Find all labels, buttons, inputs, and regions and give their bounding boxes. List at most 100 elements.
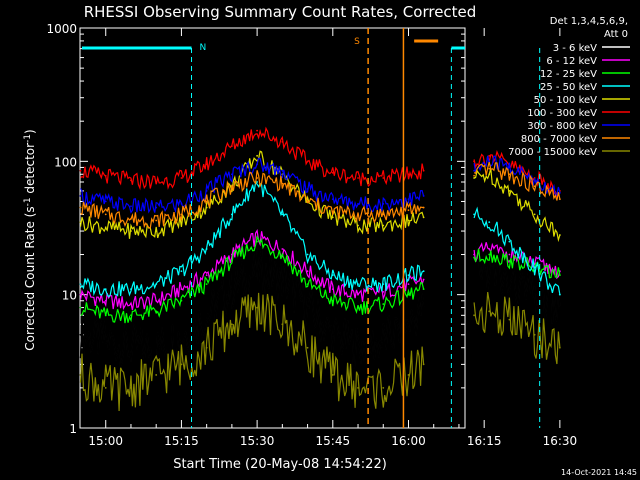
data-point bbox=[357, 213, 359, 216]
data-point bbox=[488, 270, 491, 273]
data-point bbox=[130, 179, 132, 182]
data-point bbox=[306, 188, 309, 190]
data-point bbox=[180, 288, 183, 291]
data-point bbox=[382, 177, 385, 179]
data-point bbox=[281, 140, 284, 143]
y-tick-label: 100 bbox=[54, 155, 77, 169]
data-point bbox=[382, 283, 385, 286]
x-tick-label: 15:15 bbox=[164, 434, 199, 448]
data-point bbox=[230, 323, 233, 326]
data-point bbox=[473, 314, 475, 317]
data-point bbox=[357, 386, 359, 389]
data-point bbox=[407, 274, 410, 277]
series-line-black bbox=[79, 248, 425, 369]
data-point bbox=[306, 200, 309, 203]
data-point bbox=[104, 340, 107, 342]
data-point bbox=[230, 173, 233, 176]
data-point bbox=[508, 259, 511, 262]
data-point bbox=[382, 290, 385, 293]
x-axis-label: Start Time (20-May-08 14:54:22) bbox=[173, 457, 387, 472]
data-point bbox=[422, 169, 425, 172]
series-line bbox=[473, 206, 561, 295]
data-point bbox=[79, 195, 82, 197]
data-point bbox=[155, 299, 158, 302]
data-point bbox=[281, 323, 284, 326]
data-point bbox=[488, 167, 491, 170]
data-point bbox=[382, 386, 385, 389]
series-line bbox=[473, 168, 561, 243]
data-point bbox=[130, 218, 132, 220]
plot-frame bbox=[79, 27, 466, 429]
y-tick-label: 1 bbox=[69, 422, 77, 436]
data-point bbox=[357, 306, 359, 309]
data-point bbox=[473, 160, 475, 163]
x-tick-label: 16:30 bbox=[543, 434, 578, 448]
data-point bbox=[104, 386, 107, 389]
legend-label: 25 - 50 keV bbox=[540, 82, 597, 93]
data-point bbox=[331, 171, 334, 174]
data-point bbox=[205, 190, 208, 192]
data-point bbox=[155, 310, 158, 313]
data-point bbox=[180, 177, 183, 179]
data-point bbox=[331, 210, 334, 213]
data-point bbox=[256, 177, 259, 179]
data-point bbox=[488, 253, 491, 256]
x-tick-label: 15:00 bbox=[88, 434, 123, 448]
data-point bbox=[407, 219, 410, 222]
data-point bbox=[357, 283, 359, 286]
data-point bbox=[155, 181, 158, 183]
data-point bbox=[230, 185, 233, 188]
data-point bbox=[104, 314, 107, 317]
y-axis-label: Corrected Count Rate (s-1 detector-1) bbox=[23, 129, 37, 350]
series-4 bbox=[79, 150, 561, 243]
data-point bbox=[331, 374, 334, 376]
data-point bbox=[488, 173, 491, 176]
data-point bbox=[230, 145, 233, 148]
data-point bbox=[256, 154, 259, 157]
series-line bbox=[79, 150, 425, 239]
legend: Det 1,3,4,5,6,9, Att 0 3 - 6 keV 6 - 12 keV… bbox=[508, 16, 630, 158]
data-point bbox=[508, 166, 511, 169]
y-axis-label-sup2: -1 bbox=[23, 134, 33, 143]
data-point bbox=[130, 303, 132, 305]
data-point bbox=[331, 299, 334, 302]
data-point bbox=[473, 256, 475, 259]
data-point bbox=[155, 374, 158, 376]
data-point bbox=[306, 160, 309, 163]
data-point bbox=[230, 259, 233, 262]
data-point bbox=[306, 346, 309, 349]
data-point bbox=[130, 230, 132, 232]
data-point bbox=[180, 213, 183, 216]
data-point bbox=[180, 270, 183, 273]
series-line bbox=[473, 248, 561, 279]
annotation-s-label: S bbox=[354, 37, 360, 47]
series-line-black bbox=[473, 242, 561, 324]
data-point bbox=[508, 283, 511, 286]
data-point bbox=[104, 213, 107, 216]
data-point bbox=[488, 154, 491, 157]
data-point bbox=[533, 266, 536, 269]
data-point bbox=[256, 240, 259, 243]
data-point bbox=[306, 270, 309, 273]
data-point bbox=[473, 213, 475, 216]
series-3 bbox=[79, 181, 561, 298]
data-point bbox=[488, 310, 491, 313]
data-point bbox=[422, 270, 425, 273]
data-point bbox=[155, 206, 158, 209]
x-tick-label: 15:30 bbox=[240, 434, 275, 448]
data-point bbox=[382, 202, 385, 205]
data-point bbox=[508, 240, 511, 243]
data-point bbox=[407, 209, 410, 212]
data-point bbox=[79, 374, 82, 376]
series-2 bbox=[79, 235, 561, 324]
data-point bbox=[306, 306, 309, 309]
data-point bbox=[79, 333, 82, 336]
data-point bbox=[180, 363, 183, 366]
series-line bbox=[473, 161, 561, 201]
data-point bbox=[79, 283, 82, 286]
series-line bbox=[473, 292, 561, 365]
data-point bbox=[558, 191, 561, 194]
data-point bbox=[422, 288, 425, 291]
data-point bbox=[281, 213, 284, 216]
data-point bbox=[306, 283, 309, 286]
